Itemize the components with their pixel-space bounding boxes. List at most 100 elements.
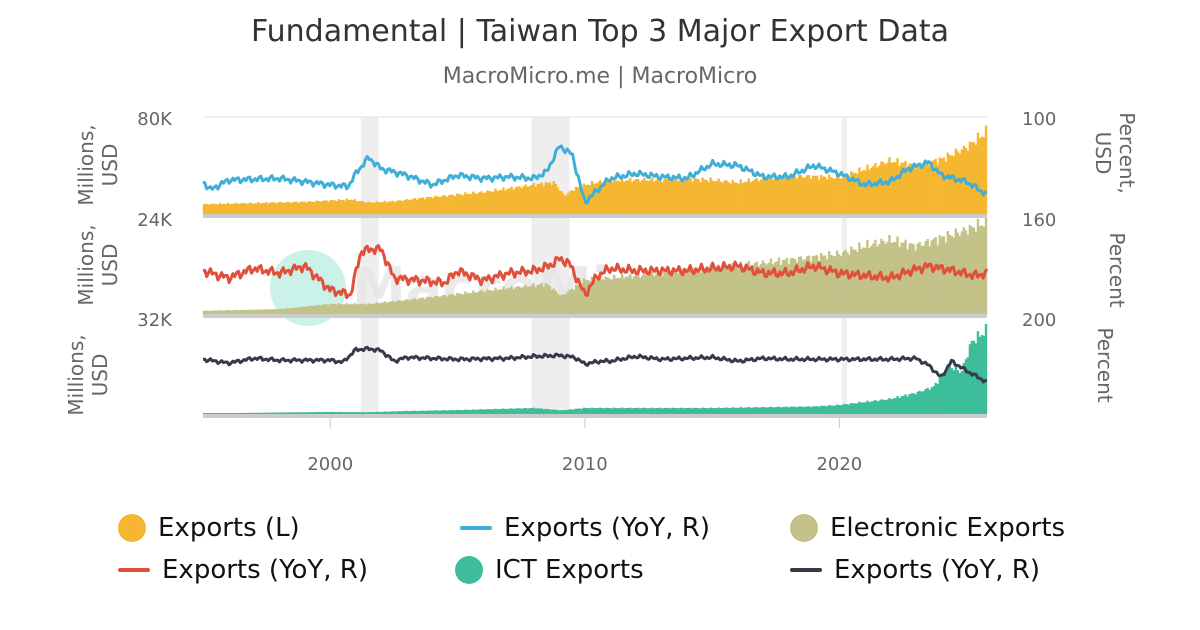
data-bar [854,249,857,314]
data-bar [355,412,358,414]
data-bar [281,202,284,214]
data-bar [279,308,282,314]
legend-item[interactable]: Exports (YoY, R) [460,513,710,543]
data-bar [371,412,375,414]
data-bar [982,226,986,314]
data-bar [958,373,962,414]
data-bar [566,409,570,414]
data-bar [632,276,636,314]
data-bar [580,284,584,314]
data-bar [928,246,931,314]
legend-item[interactable]: Electronic Exports [790,513,1065,543]
data-bar [496,290,499,314]
legend-item[interactable]: ICT Exports [455,555,644,585]
data-bar [789,175,793,214]
data-bar [257,309,260,314]
data-bar [319,305,322,314]
data-bar [946,231,950,314]
data-bar [783,406,787,414]
data-bar [265,202,268,214]
left-axis-title: Millions,USD [64,334,112,415]
data-bar [602,280,606,314]
data-bar [598,276,602,314]
data-bar [329,411,332,414]
data-bar [735,407,738,414]
data-bar [741,182,744,214]
data-bar [335,201,338,214]
data-bar [313,412,316,414]
data-bar [210,310,214,314]
data-bar [224,310,228,314]
data-bar [749,267,752,314]
data-bar [771,179,775,214]
data-bar [357,304,360,314]
data-bar [353,303,356,314]
data-bar [202,310,206,314]
legend-item[interactable]: Exports (YoY, R) [790,555,1040,585]
data-bar [626,276,630,314]
data-bar [462,195,465,214]
data-bar [882,162,885,214]
data-bar [303,201,306,214]
data-bar [279,201,282,214]
data-bar [450,410,453,414]
data-bar [960,370,964,414]
data-bar [255,309,258,314]
data-bar [801,177,805,214]
legend-item[interactable]: Exports (L) [118,513,300,543]
data-bar [781,406,785,414]
data-bar [785,406,789,414]
data-bar [717,407,720,414]
data-bar [357,201,360,214]
data-bar [622,278,626,314]
data-bar [928,389,931,414]
data-bar [799,175,803,214]
data-bar [779,407,783,414]
left-axis-label: 80K [137,109,173,130]
data-bar [542,186,545,214]
data-bar [546,182,549,214]
data-bar [558,190,562,214]
data-bar [723,265,726,314]
data-bar [767,178,771,214]
data-bar [821,405,825,414]
data-bar [827,251,831,314]
data-bar [498,190,501,214]
legend-item[interactable]: Exports (YoY, R) [118,555,368,585]
data-bar [980,225,984,314]
data-bar [930,387,933,414]
data-bar [769,406,773,414]
data-bar [850,246,853,314]
data-bar [417,298,421,314]
data-bar [940,375,943,414]
data-bar [962,363,966,414]
data-bar [365,202,369,214]
data-bar [807,255,811,314]
data-bar [317,305,320,314]
data-bar [269,202,272,214]
data-bar [311,201,314,214]
data-bar [647,408,650,414]
data-bar [534,287,537,314]
data-bar [616,408,620,414]
data-bar [751,407,755,414]
data-bar [823,176,827,214]
data-bar [325,200,328,214]
data-bar [910,393,913,414]
data-bar [811,406,815,414]
data-bar [709,177,712,214]
data-bar [761,406,765,414]
data-bar [860,171,863,214]
data-bar [572,409,576,414]
data-bar [807,175,811,214]
data-bar [840,256,843,314]
data-bar [214,310,218,314]
data-bar [699,408,702,414]
data-bar [856,251,859,314]
data-bar [946,152,950,214]
data-bar [737,183,740,214]
data-bar [630,182,634,214]
data-bar [401,301,405,314]
data-bar [468,292,471,314]
data-bar [558,295,562,314]
